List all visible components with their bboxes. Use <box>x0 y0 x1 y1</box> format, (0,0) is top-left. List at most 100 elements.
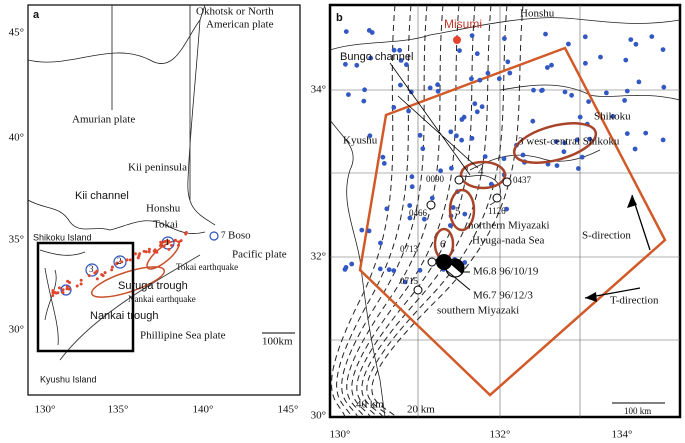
station-dot <box>624 88 630 94</box>
label: Phillipine Sea plate <box>140 330 226 342</box>
station-dot <box>479 104 485 110</box>
label: Pacific plate <box>232 249 287 261</box>
station-dot <box>482 154 488 160</box>
tremor-dot <box>136 256 140 260</box>
label: S-direction <box>582 230 631 242</box>
tremor-dot <box>177 243 180 247</box>
tremor-dot <box>142 249 146 253</box>
label: 3 west-central Shikoku <box>518 136 620 148</box>
depth-contour <box>361 4 492 418</box>
station-dot <box>649 34 655 39</box>
station-dot <box>504 206 509 212</box>
tremor-dot <box>110 268 114 272</box>
station-dot <box>381 161 387 166</box>
site-marker <box>209 231 219 241</box>
station-dot <box>474 109 480 115</box>
station-dot <box>449 165 454 171</box>
gps-station <box>413 285 423 295</box>
depth-contour <box>341 4 428 418</box>
tremor-dot <box>162 244 166 248</box>
tremor-dot <box>179 239 183 243</box>
arrow-head <box>585 292 597 302</box>
tremor-dot <box>61 288 65 292</box>
label: Okhotsk or North <box>196 6 274 18</box>
station-dot <box>598 54 603 60</box>
station-dot <box>496 76 502 82</box>
station-dot <box>420 146 426 152</box>
station-dot <box>391 47 397 53</box>
station-dot <box>505 59 511 65</box>
tremor-dot <box>128 258 132 262</box>
station-dot <box>462 211 468 217</box>
tremor-dot <box>67 287 71 291</box>
leader-line <box>445 269 471 291</box>
station-dot <box>636 79 642 85</box>
station-dot <box>343 265 349 270</box>
label: Amurian plate <box>72 114 135 126</box>
station-dot <box>501 156 507 162</box>
panel-b: b Misumi Honshu Bungo channel Shikoku Ky… <box>311 3 682 441</box>
station-dot <box>398 58 404 63</box>
station-dot <box>554 163 560 169</box>
plate-boundary <box>59 5 201 361</box>
station-dot <box>530 118 536 124</box>
lat-tick-label: 32° <box>311 251 326 263</box>
station-dot <box>474 51 480 57</box>
panel-label: a <box>33 9 40 21</box>
tremor-dot <box>163 240 167 243</box>
station-dot <box>366 228 372 234</box>
gps-station <box>426 200 436 210</box>
station-dot <box>422 216 427 222</box>
station-dot <box>574 137 580 143</box>
label: American plate <box>206 19 274 31</box>
station-dot <box>386 267 392 273</box>
panel-frame <box>27 4 301 396</box>
slow-slip-zone <box>448 188 476 232</box>
station-dot <box>553 139 559 145</box>
slow-slip-zone <box>459 160 507 190</box>
station-dot <box>427 85 433 91</box>
label: 20 km <box>407 404 435 416</box>
station-dot <box>604 90 609 96</box>
station-dot <box>562 89 568 95</box>
label: Honshu <box>520 8 555 20</box>
station-dot <box>397 47 402 53</box>
tremor-dot <box>159 244 162 248</box>
label: 0437 <box>513 175 532 185</box>
tremor-dot <box>133 252 137 256</box>
inset-box <box>36 241 135 353</box>
label: 1126 <box>488 206 506 216</box>
tremor-dot <box>110 265 114 269</box>
tremor-dot <box>173 238 177 242</box>
lat-tick-label: 35° <box>9 234 24 246</box>
tremor-dot <box>100 273 104 277</box>
station-dot <box>429 195 435 201</box>
label: 40 km <box>356 399 384 411</box>
label: 2 <box>117 256 122 266</box>
coastline <box>27 4 216 346</box>
station-dot <box>407 215 413 221</box>
lat-tick-label: 45° <box>9 27 24 39</box>
lat-tick-label: 34° <box>311 84 326 96</box>
station-dot <box>469 33 475 38</box>
station-dot <box>545 65 550 70</box>
lon-tick-label: 132° <box>490 429 511 441</box>
depth-contour <box>336 4 412 418</box>
station-dot <box>409 184 415 190</box>
label: M6.7 96/12/3 <box>473 290 533 302</box>
label: Kii channel <box>75 190 129 202</box>
station-dot <box>349 261 355 267</box>
label: Misumi <box>444 17 482 31</box>
label: Shikoku <box>594 111 631 123</box>
site-marker <box>113 255 127 269</box>
station-dot <box>406 108 411 114</box>
station-dot <box>435 88 441 94</box>
rupture-zone <box>90 266 166 298</box>
misumi-marker <box>453 36 461 44</box>
station-dot <box>469 135 475 141</box>
station-dot <box>624 131 630 137</box>
tremor-dot <box>75 284 79 288</box>
station-dot <box>369 30 375 35</box>
label: 1 <box>165 237 170 247</box>
